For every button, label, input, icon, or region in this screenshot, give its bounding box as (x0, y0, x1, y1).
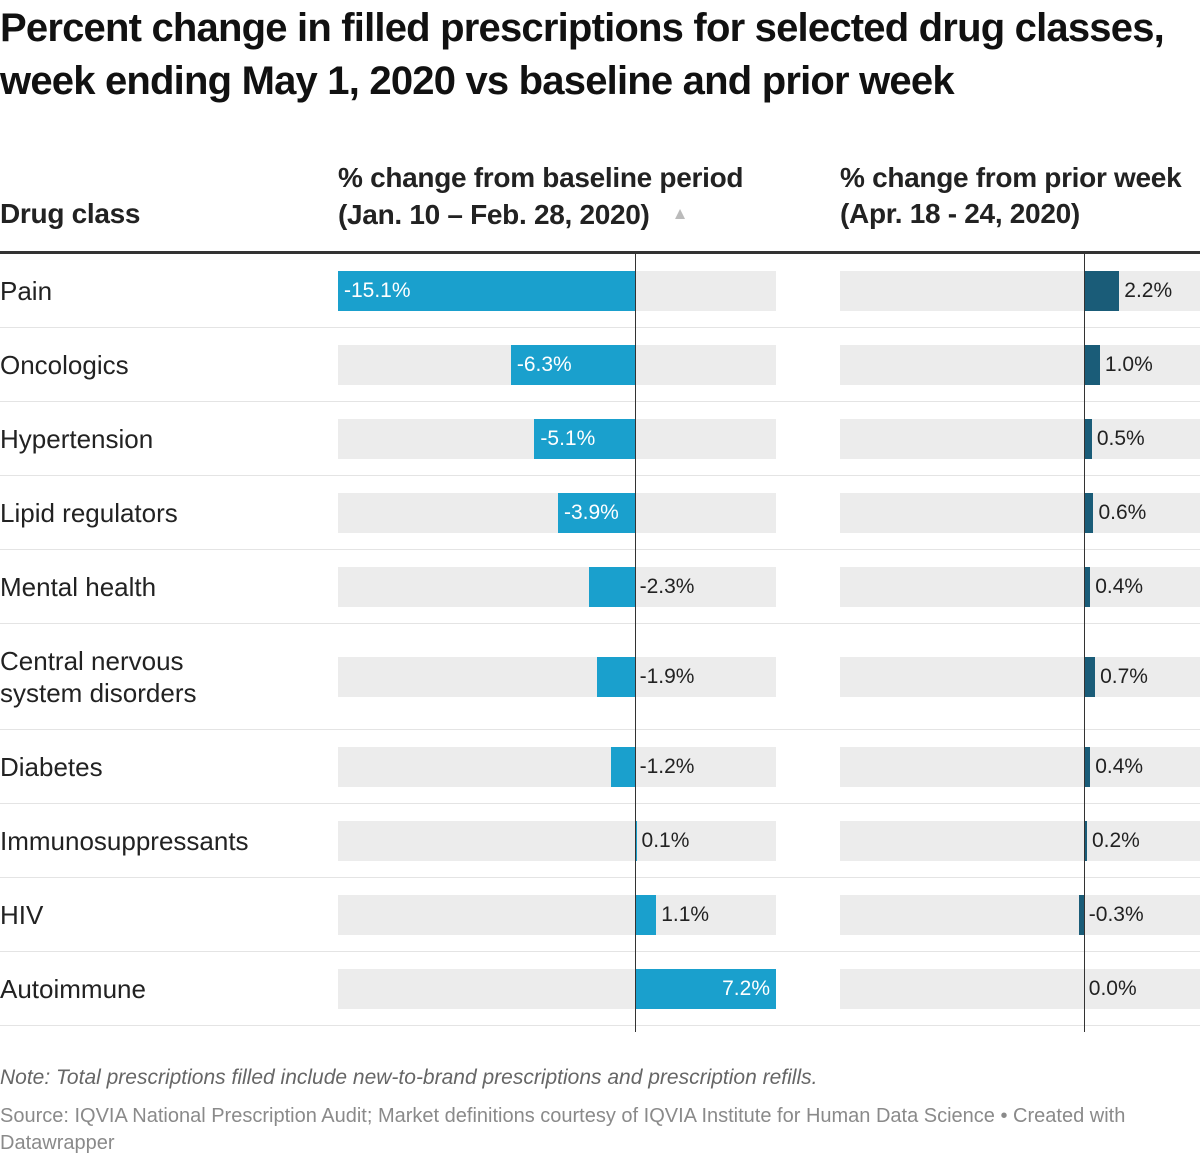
baseline-value-label: -1.2% (639, 755, 695, 778)
prior-bar[interactable] (1083, 271, 1120, 311)
column-header-prior-week[interactable]: % change from prior week (Apr. 18 - 24, … (840, 160, 1182, 232)
baseline-bar[interactable] (634, 895, 657, 935)
prior-value-label: 0.5% (1096, 427, 1145, 450)
baseline-bar-track: -3.9% (338, 493, 776, 533)
header-divider (0, 251, 1200, 254)
baseline-bar[interactable] (634, 969, 776, 1009)
baseline-value-label: -5.1% (540, 427, 596, 450)
prior-bar-track: 0.2% (840, 821, 1200, 861)
drug-class-label: Diabetes (0, 752, 103, 782)
drug-class-label: Mental health (0, 572, 157, 602)
prior-bar[interactable] (1083, 747, 1091, 787)
prior-bar-track: 0.4% (840, 747, 1200, 787)
prior-bar[interactable] (1083, 345, 1100, 385)
prior-bar[interactable] (1083, 419, 1092, 459)
table-row: Diabetes -1.2% 0.4% (0, 730, 1200, 804)
baseline-bar-track: -6.3% (338, 345, 776, 385)
baseline-bar-track: -1.2% (338, 747, 776, 787)
baseline-value-label: -15.1% (344, 279, 411, 302)
baseline-bar[interactable] (338, 271, 635, 311)
baseline-bar-track: 1.1% (338, 895, 776, 935)
prior-bar[interactable] (1083, 493, 1094, 533)
drug-class-label: Oncologics (0, 350, 129, 380)
sort-ascending-icon[interactable]: ▲ (671, 204, 689, 223)
baseline-value-label: 7.2% (722, 977, 770, 1000)
drug-class-label: Pain (0, 276, 53, 306)
column-header-drug-class[interactable]: Drug class (0, 196, 140, 232)
baseline-bar[interactable] (589, 567, 635, 607)
baseline-value-label: -6.3% (516, 353, 572, 376)
prior-header-line1: % change from prior week (840, 162, 1182, 193)
table-row: Mental health -2.3% 0.4% (0, 550, 1200, 624)
table-row: Oncologics -6.3% 1.0% (0, 328, 1200, 402)
prior-bar-track: 0.7% (840, 657, 1200, 697)
prior-bar[interactable] (1083, 821, 1087, 861)
prior-value-label: 2.2% (1124, 279, 1173, 302)
prior-value-label: 0.7% (1100, 665, 1148, 688)
prior-value-label: 0.4% (1095, 575, 1144, 598)
chart-source: Source: IQVIA National Prescription Audi… (0, 1105, 1126, 1154)
drug-class-label: Lipid regulators (0, 498, 178, 528)
baseline-bar-track: -2.3% (338, 567, 776, 607)
table-row: Lipid regulators -3.9% 0.6% (0, 476, 1200, 550)
prior-header-line2: (Apr. 18 - 24, 2020) (840, 198, 1080, 229)
chart-title: Percent change in filled prescriptions f… (0, 6, 1165, 103)
baseline-bar[interactable] (611, 747, 635, 787)
baseline-bar[interactable] (557, 493, 635, 533)
baseline-bar-track: -5.1% (338, 419, 776, 459)
baseline-bar[interactable] (597, 657, 635, 697)
baseline-value-label: -1.9% (639, 665, 695, 688)
prior-value-label: -0.3% (1088, 903, 1144, 926)
baseline-zero-axis (635, 254, 636, 1032)
prior-value-label: 0.0% (1088, 977, 1137, 1000)
prior-value-label: 0.6% (1098, 501, 1147, 524)
prior-value-label: 0.4% (1095, 755, 1144, 778)
baseline-value-label: 0.1% (641, 829, 690, 852)
prior-bar-track: 1.0% (840, 345, 1200, 385)
table-row: Immunosuppressants 0.1% 0.2% (0, 804, 1200, 878)
table-row: HIV 1.1% -0.3% (0, 878, 1200, 952)
baseline-bar-track: 0.1% (338, 821, 776, 861)
drug-class-label: HIV (0, 900, 44, 930)
table-row: Pain -15.1% 2.2% (0, 254, 1200, 328)
prior-zero-axis (1084, 254, 1085, 1032)
baseline-value-label: -3.9% (563, 501, 619, 524)
baseline-value-label: -2.3% (639, 575, 695, 598)
prior-value-label: 1.0% (1104, 353, 1153, 376)
table-row: Autoimmune 7.2% 0.0% (0, 952, 1200, 1026)
prior-bar-track: 0.5% (840, 419, 1200, 459)
baseline-bar-track: -1.9% (338, 657, 776, 697)
chart-note: Note: Total prescriptions filled include… (0, 1066, 818, 1089)
baseline-header-line2: (Jan. 10 – Feb. 28, 2020) (338, 199, 650, 230)
baseline-bar[interactable] (510, 345, 635, 385)
prior-bar-track: 0.6% (840, 493, 1200, 533)
prior-bar-track: 2.2% (840, 271, 1200, 311)
baseline-bar[interactable] (534, 419, 635, 459)
prior-bar[interactable] (1083, 657, 1096, 697)
baseline-header-line1: % change from baseline period (338, 162, 744, 193)
baseline-bar-track: -15.1% (338, 271, 776, 311)
baseline-bar-track: 7.2% (338, 969, 776, 1009)
drug-class-label: Autoimmune (0, 974, 146, 1004)
table-row: Hypertension -5.1% 0.5% (0, 402, 1200, 476)
column-header-baseline[interactable]: % change from baseline period (Jan. 10 –… (338, 160, 743, 233)
prior-bar[interactable] (1083, 567, 1091, 607)
table-row: Central nervous system disorders -1.9% 0.7… (0, 624, 1200, 730)
drug-class-label: Immunosuppressants (0, 826, 249, 856)
prior-value-label: 0.2% (1091, 829, 1140, 852)
drug-class-label: Central nervous system disorders (0, 646, 197, 708)
prior-bar-track: 0.0% (840, 969, 1200, 1009)
prior-bar-track: 0.4% (840, 567, 1200, 607)
drug-class-header-label: Drug class (0, 198, 141, 229)
baseline-value-label: 1.1% (661, 903, 710, 926)
prior-bar-track: -0.3% (840, 895, 1200, 935)
chart-rows: Pain -15.1% 2.2% Oncologics -6.3% 1.0% Hyperte… (0, 254, 1200, 1032)
prior-bar[interactable] (1078, 895, 1084, 935)
drug-class-label: Hypertension (0, 424, 154, 454)
